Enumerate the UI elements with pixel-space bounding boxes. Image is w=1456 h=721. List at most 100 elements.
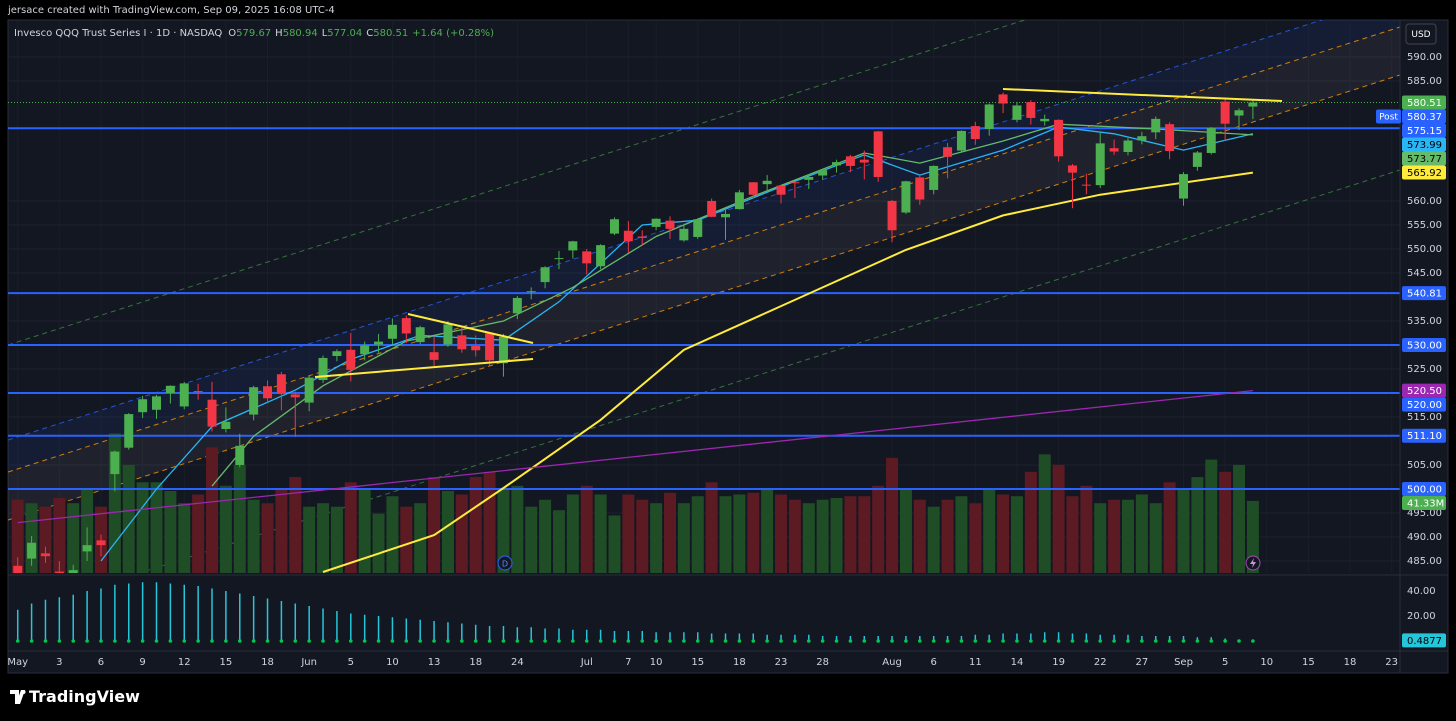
volume-bar — [1219, 471, 1232, 573]
indicator-dot — [279, 639, 284, 643]
candle-body — [596, 245, 606, 267]
volume-bar — [872, 485, 885, 573]
currency-button[interactable] — [1405, 23, 1437, 45]
candle-body — [748, 182, 758, 195]
volume-bar — [608, 515, 621, 573]
indicator-dot — [1015, 639, 1019, 643]
indicator-dot — [1070, 639, 1075, 643]
volume-bar — [844, 496, 857, 573]
indicator-dot — [959, 639, 964, 643]
candle-body — [179, 383, 189, 407]
indicator-dot — [1056, 639, 1061, 643]
header: jersace created with TradingView.com, Se… — [7, 5, 335, 16]
indicator-dot — [237, 639, 242, 643]
price-label: 575.15 — [1407, 126, 1442, 137]
volume-bar — [1080, 485, 1093, 573]
volume-bar — [858, 496, 871, 573]
indicator-dot — [432, 639, 436, 643]
volume-bar — [414, 503, 427, 573]
price-label-box — [1402, 151, 1446, 166]
indicator-dot — [113, 639, 117, 643]
candle-body — [887, 200, 897, 231]
indicator-dot — [501, 639, 506, 643]
volume-bar — [247, 499, 260, 573]
volume-bar — [927, 506, 940, 573]
candle-body — [915, 177, 925, 200]
volume-bar — [344, 482, 357, 573]
candle-body — [707, 200, 717, 217]
candle-body — [263, 386, 273, 399]
x-tick-label: 6 — [930, 657, 936, 668]
price-label-box — [1402, 95, 1446, 110]
indicator-dot — [557, 639, 561, 643]
price-label: 573.77 — [1407, 154, 1442, 165]
candle-body — [1137, 136, 1147, 141]
candle-body — [1095, 143, 1105, 186]
legend-key: L — [322, 28, 328, 39]
indicator-dot — [806, 639, 811, 643]
y-tick-label: 560.00 — [1407, 196, 1442, 207]
indicator-dot — [612, 639, 617, 643]
candle-body — [1109, 148, 1119, 152]
indicator-dot — [890, 639, 894, 643]
indicator-dot — [543, 639, 547, 643]
indicator-dot — [1167, 639, 1172, 643]
x-tick-label: May — [7, 657, 28, 668]
axes: 590.00 585.00 560.00 555.00 550.00 545.00 535.… — [7, 52, 1442, 668]
candle-body — [679, 228, 689, 241]
indicator-dot — [182, 639, 187, 643]
candle-body — [290, 394, 300, 398]
candle-body — [151, 396, 161, 410]
dividend-marker[interactable] — [497, 555, 513, 571]
legend-title: Invesco QQQ Trust Series I · 1D · NASDAQ — [14, 28, 222, 39]
candle-body — [110, 451, 120, 475]
volume-bar — [691, 496, 704, 573]
indicator-dot — [1126, 639, 1130, 643]
candle-body — [304, 377, 314, 403]
indicator-dot — [529, 639, 534, 643]
volume-bar — [206, 447, 219, 573]
indicator-dot — [251, 639, 256, 643]
indicator-dot — [224, 639, 228, 643]
candle-body — [929, 165, 939, 190]
y-tick-label: 585.00 — [1407, 76, 1442, 87]
price-label-box — [1402, 495, 1446, 510]
candle-body — [332, 351, 342, 357]
price-label-box — [1402, 337, 1446, 352]
price-label-box — [1402, 123, 1446, 138]
legend-value: 580.51 — [373, 28, 408, 39]
volume-bar — [441, 491, 454, 573]
x-tick-label: 18 — [1344, 657, 1357, 668]
indicator-dot — [695, 639, 700, 643]
indicator-dot — [196, 639, 200, 643]
volume-bar — [788, 499, 801, 573]
volume-bar — [136, 482, 149, 573]
volume-bar — [275, 489, 288, 573]
volume-bar — [1024, 471, 1037, 573]
indicator-label-box — [1402, 633, 1446, 648]
price-label: 41.33M — [1407, 498, 1444, 509]
volume-bar — [983, 489, 996, 573]
price-label-box — [1402, 397, 1446, 412]
indicator-dot — [473, 639, 478, 643]
volume-bar — [1233, 464, 1246, 573]
legend-key: O — [228, 28, 236, 39]
volume-bar — [775, 494, 788, 573]
volume-bar — [525, 506, 538, 573]
price-label-box — [1402, 109, 1446, 124]
legend: Invesco QQQ Trust Series I · 1D · NASDAQ… — [14, 28, 494, 39]
volume-bar — [178, 503, 191, 573]
candle-body — [762, 180, 772, 185]
moving-average — [322, 171, 1254, 573]
candle-body — [276, 374, 286, 394]
volume-bar — [511, 485, 524, 573]
indicator-dot — [987, 639, 992, 643]
candle-body — [374, 341, 384, 345]
indicator-dot — [126, 639, 131, 643]
price-label: 520.00 — [1407, 400, 1442, 411]
y-tick-label: 555.00 — [1407, 220, 1442, 231]
channel-upper-band — [8, 20, 1400, 472]
indicator-dot — [348, 639, 353, 643]
price-label: 520.50 — [1407, 386, 1442, 397]
volume-bar — [816, 499, 829, 573]
